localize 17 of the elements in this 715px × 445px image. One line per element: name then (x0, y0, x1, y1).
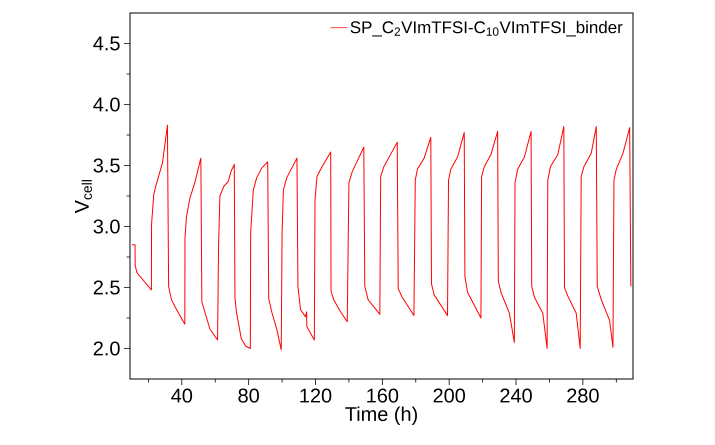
legend-label: SP_C$_{2}$VImTFSI-C$_{10}$VImTFSI_binder (350, 20, 623, 36)
y-axis-title: V$_{cell}$ (75, 180, 92, 214)
y-tick-label: 3.0 (94, 219, 120, 234)
x-tick-label: 280 (567, 388, 599, 403)
line-series (132, 124, 632, 350)
y-tick-label: 2.5 (94, 280, 120, 295)
y-tick-label: 4.0 (93, 97, 120, 112)
x-axis-title: Time (h) (345, 406, 417, 426)
y-tick-label: 4.5 (93, 36, 120, 50)
x-tick-label: 80 (238, 388, 259, 403)
x-tick-label: 240 (500, 388, 532, 403)
y-tick-label: 3.5 (94, 158, 120, 173)
x-tick-label: 200 (434, 388, 466, 403)
x-tick-label: 160 (367, 388, 398, 403)
x-tick-label: 40 (171, 388, 192, 403)
x-tick-label: 120 (300, 388, 332, 403)
y-tick-label: 2.0 (94, 341, 120, 356)
